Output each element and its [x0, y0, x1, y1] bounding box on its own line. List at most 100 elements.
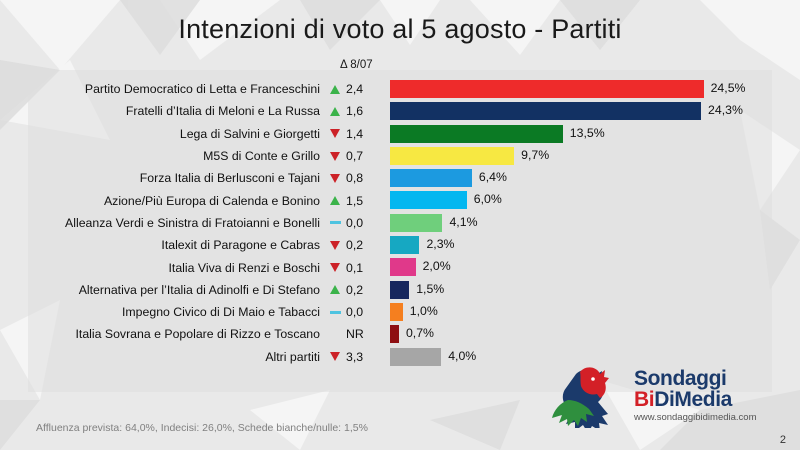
party-label: Fratelli d’Italia di Meloni e La Russa — [125, 104, 320, 119]
delta-cell: 0,2 — [328, 238, 390, 252]
bar-area: 2,3% — [390, 234, 800, 256]
delta-value: 0,0 — [346, 215, 364, 230]
party-label: Azione/Più Europa di Calenda e Bonino — [103, 193, 320, 208]
bar — [390, 236, 420, 255]
bar-row: Forza Italia di Berlusconi e Tajani 0,8 6,… — [0, 167, 800, 189]
bar-row: Lega di Salvini e Giorgetti 1,4 13,5% — [0, 123, 800, 145]
rooster-logo-icon — [552, 367, 609, 433]
delta-cell: 1,4 — [328, 127, 390, 141]
delta-value: NR — [346, 327, 364, 342]
delta-value: 0,7 — [346, 149, 364, 164]
delta-cell: 0,1 — [328, 261, 390, 275]
party-label: Forza Italia di Berlusconi e Tajani — [139, 171, 320, 186]
party-label: Alternativa per l’Italia di Adinolfi e D… — [78, 282, 320, 297]
delta-up-icon — [330, 284, 341, 295]
bar — [390, 102, 702, 121]
party-label: Lega di Salvini e Giorgetti — [179, 126, 320, 141]
logo-line-2: BiDiMedia — [634, 389, 732, 410]
party-label: Italexit di Paragone e Cabras — [161, 238, 320, 253]
logo-bi: Bi — [634, 388, 655, 411]
bar-area: 13,5% — [390, 123, 800, 145]
bar — [390, 169, 472, 188]
delta-down-icon — [330, 173, 341, 184]
bar-area: 9,7% — [390, 145, 800, 167]
bar — [390, 302, 403, 321]
bar-row: Italia Sovrana e Popolare di Rizzo e Tos… — [0, 323, 800, 345]
bar — [390, 280, 410, 299]
bar — [390, 325, 399, 344]
delta-value: 0,8 — [346, 171, 364, 186]
bar-row: Alternativa per l’Italia di Adinolfi e D… — [0, 279, 800, 301]
logo-wordmark: Sondaggi BiDiMedia — [634, 368, 732, 410]
bar-value-label: 13,5% — [569, 125, 605, 140]
bar-row: Azione/Più Europa di Calenda e Bonino 1,5… — [0, 189, 800, 211]
bar-row: Alleanza Verdi e Sinistra di Fratoianni … — [0, 212, 800, 234]
bar-value-label: 9,7% — [521, 147, 550, 162]
logo: Sondaggi BiDiMedia www.sondaggibidimedia… — [538, 366, 788, 433]
delta-none-icon — [330, 329, 341, 340]
bar-row: Partito Democratico di Letta e Francesch… — [0, 78, 800, 100]
delta-value: 0,2 — [346, 282, 364, 297]
bar-rows: Partito Democratico di Letta e Francesch… — [0, 78, 800, 368]
bar-value-label: 4,1% — [449, 214, 478, 229]
delta-column-header: Δ 8/07 — [340, 59, 373, 71]
delta-value: 1,5 — [346, 193, 364, 208]
bar-value-label: 2,3% — [426, 237, 455, 252]
delta-cell: 2,4 — [328, 82, 390, 96]
delta-cell: 0,0 — [328, 305, 390, 319]
delta-down-icon — [330, 240, 341, 251]
bar-row: Altri partiti 3,3 4,0% — [0, 346, 800, 368]
delta-value: 1,4 — [346, 126, 364, 141]
delta-cell: 1,6 — [328, 104, 390, 118]
delta-up-icon — [330, 84, 341, 95]
bar-area: 24,5% — [390, 78, 800, 100]
delta-cell: 0,8 — [328, 171, 390, 185]
bar-area: 24,3% — [390, 100, 800, 122]
delta-cell: 0,0 — [328, 216, 390, 230]
bar-value-label: 0,7% — [405, 326, 434, 341]
bar-area: 0,7% — [390, 323, 800, 345]
footer-note: Affluenza prevista: 64,0%, Indecisi: 26,… — [36, 422, 368, 434]
party-label: M5S di Conte e Grillo — [203, 149, 320, 164]
bar-area: 2,0% — [390, 256, 800, 278]
bar-row: Italexit di Paragone e Cabras 0,2 2,3% — [0, 234, 800, 256]
delta-cell: 0,2 — [328, 283, 390, 297]
delta-flat-icon — [330, 217, 341, 228]
delta-up-icon — [330, 195, 341, 206]
bar-value-label: 24,3% — [708, 103, 743, 118]
bar — [390, 80, 704, 98]
bar — [390, 213, 443, 232]
delta-value: 0,0 — [346, 305, 364, 320]
delta-cell: 3,3 — [328, 350, 390, 364]
bar — [390, 146, 515, 165]
bar-row: Impegno Civico di Di Maio e Tabacci 0,0 1,… — [0, 301, 800, 323]
bar-area: 4,0% — [390, 346, 800, 368]
bar — [390, 347, 442, 366]
delta-down-icon — [330, 262, 341, 273]
logo-line-1: Sondaggi — [634, 367, 727, 390]
bar-area: 6,0% — [390, 189, 800, 211]
delta-value: 1,6 — [346, 104, 364, 119]
party-label: Partito Democratico di Letta e Francesch… — [84, 82, 320, 97]
bar-value-label: 6,0% — [473, 192, 502, 207]
bar-row: M5S di Conte e Grillo 0,7 9,7% — [0, 145, 800, 167]
page-title: Intenzioni di voto al 5 agosto - Partiti — [178, 14, 622, 44]
party-label: Altri partiti — [265, 349, 320, 364]
bar — [390, 124, 563, 143]
delta-cell: 0,7 — [328, 149, 390, 163]
delta-value: 3,3 — [346, 349, 364, 364]
bar-value-label: 6,4% — [478, 170, 507, 185]
party-label: Italia Viva di Renzi e Boschi — [168, 260, 320, 275]
bar — [390, 191, 467, 210]
bar — [390, 258, 416, 277]
bar-area: 6,4% — [390, 167, 800, 189]
bar-value-label: 1,5% — [416, 281, 445, 296]
delta-value: 0,1 — [346, 260, 364, 275]
bar-value-label: 1,0% — [409, 303, 438, 318]
logo-di: Di — [654, 388, 675, 411]
bar-row: Italia Viva di Renzi e Boschi 0,1 2,0% — [0, 256, 800, 278]
delta-down-icon — [330, 351, 341, 362]
logo-media: Media — [674, 388, 732, 411]
delta-down-icon — [330, 128, 341, 139]
